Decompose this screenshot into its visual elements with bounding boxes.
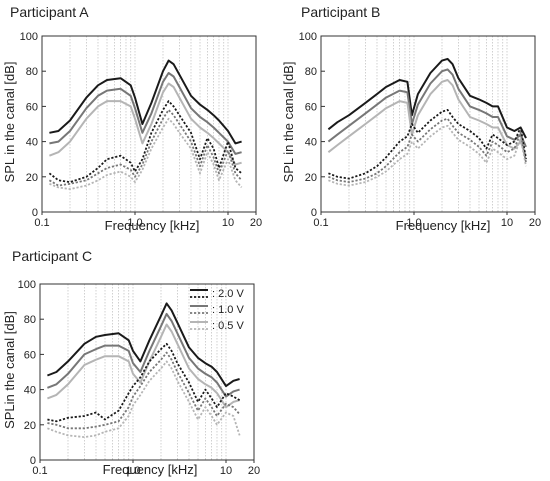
y-tick-label: 60 <box>305 101 317 113</box>
y-tick-label: 0 <box>32 207 38 219</box>
legend: : 2.0 V : 1.0 V : 0.5 V <box>190 288 244 332</box>
y-tick-label: 100 <box>299 31 317 43</box>
y-axis-label: SPLin the canal [dB] <box>2 311 17 429</box>
series-line-solid-05 <box>47 323 240 409</box>
y-tick-label: 20 <box>24 420 36 432</box>
plot-frame <box>320 35 536 213</box>
plot-frame <box>41 35 257 213</box>
x-tick-label: 0.1 <box>313 217 328 229</box>
series-line-solid-10 <box>49 72 242 155</box>
series-line-solid-20 <box>49 59 242 145</box>
x-tick-label: 20 <box>250 217 262 229</box>
x-axis-label: Frequency [kHz] <box>396 218 491 233</box>
legend-label: : 0.5 V <box>212 320 244 332</box>
series-line-solid-10 <box>327 68 527 148</box>
series-line-dotted-10 <box>328 117 527 183</box>
y-tick-label: 20 <box>26 172 38 184</box>
y-tick-label: 40 <box>26 137 38 149</box>
y-tick-label: 40 <box>24 385 36 397</box>
series-line-dotted-20 <box>48 100 243 183</box>
series-line-dotted-05 <box>328 124 527 187</box>
grid <box>348 36 508 212</box>
y-tick-label: 40 <box>305 137 317 149</box>
y-tick-label: 80 <box>26 66 38 78</box>
y-tick-label: 60 <box>26 101 38 113</box>
panel-participant-c: Participant C SPLin the canal [dB] Frequ… <box>2 248 260 477</box>
x-tick-label: 1.0 <box>127 217 142 229</box>
series-line-dotted-05 <box>47 360 241 438</box>
panel-participant-a: Participant A SPL in the canal [dB] Freq… <box>2 4 262 233</box>
series-line-dotted-20 <box>328 109 527 180</box>
x-tick-label: 10 <box>222 217 234 229</box>
series-line-solid-20 <box>47 302 240 388</box>
y-tick-label: 80 <box>24 314 36 326</box>
series-line-dotted-10 <box>48 109 243 187</box>
series-line-solid-20 <box>327 57 527 139</box>
plot-area: 0 20 40 60 80 100 0.1 1.0 10 20 <box>20 31 262 229</box>
x-tick-label: 20 <box>529 217 541 229</box>
y-axis-label: SPL in the canal [dB] <box>2 62 17 183</box>
y-tick-label: 100 <box>18 279 36 291</box>
y-tick-label: 100 <box>20 31 38 43</box>
x-axis-label: Frequency [kHz] <box>103 462 198 477</box>
series-line-solid-05 <box>327 79 527 157</box>
grid <box>67 284 227 460</box>
plot-area: 0 20 40 60 80 100 0.1 1.0 10 20 <box>18 279 260 477</box>
x-tick-label: 1.0 <box>125 465 140 477</box>
series-line-solid-05 <box>49 82 242 166</box>
y-tick-label: 80 <box>305 66 317 78</box>
y-axis-label: SPL in the canal [dB] <box>281 62 296 183</box>
x-tick-label: 0.1 <box>34 217 49 229</box>
x-tick-label: 0.1 <box>32 465 47 477</box>
legend-label: : 1.0 V <box>212 304 244 316</box>
y-tick-label: 0 <box>30 455 36 467</box>
panel-title: Participant C <box>12 248 92 264</box>
x-tick-label: 1.0 <box>406 217 421 229</box>
x-tick-label: 20 <box>248 465 260 477</box>
x-tick-label: 10 <box>220 465 232 477</box>
series-line-dotted-10 <box>47 351 241 430</box>
legend-label: : 2.0 V <box>212 288 244 300</box>
plot-frame <box>39 283 255 461</box>
series-line-solid-10 <box>47 312 240 398</box>
x-tick-label: 10 <box>501 217 513 229</box>
y-tick-label: 0 <box>311 207 317 219</box>
panel-title: Participant B <box>301 4 380 20</box>
y-tick-label: 60 <box>24 349 36 361</box>
panel-title: Participant A <box>10 4 89 20</box>
series-line-dotted-20 <box>47 342 241 423</box>
grid <box>69 36 229 212</box>
plot-area: 0 20 40 60 80 100 0.1 1.0 10 20 <box>299 31 541 229</box>
x-axis-label: Frequency [kHz] <box>105 218 200 233</box>
y-tick-label: 20 <box>305 172 317 184</box>
panel-participant-b: Participant B SPL in the canal [dB] Freq… <box>281 4 541 233</box>
